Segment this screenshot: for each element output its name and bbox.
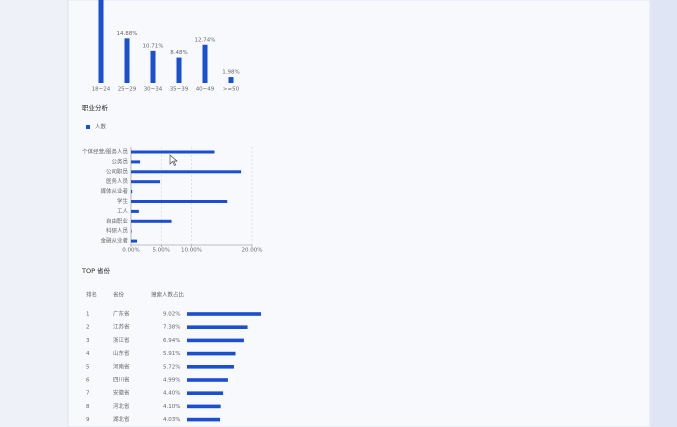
share: 9.02%: [163, 312, 180, 318]
province: 河南省: [113, 362, 130, 370]
table-header: 排名: [86, 291, 97, 299]
x-tick-label: >=50: [223, 87, 240, 93]
share-bar: [187, 351, 236, 356]
share: 4.03%: [163, 417, 180, 423]
province: 河北省: [113, 402, 130, 410]
bar: [150, 50, 156, 83]
y-tick-label: 公司职员: [106, 168, 129, 175]
y-tick-label: 工人: [117, 208, 129, 215]
province: 湖北省: [113, 415, 130, 423]
main-panel: [67, 0, 651, 427]
x-tick-label: 5.00%: [153, 248, 170, 254]
province: 山东省: [113, 349, 130, 357]
data-label: 14.88%: [117, 31, 138, 37]
bar: [124, 38, 130, 83]
chart-title: 职业分析: [82, 103, 109, 112]
share-bar: [187, 312, 261, 316]
bar: [131, 190, 133, 194]
data-label: 1.98%: [222, 70, 239, 76]
province: 广东省: [113, 310, 130, 318]
share: 5.72%: [163, 364, 180, 370]
y-tick-label: 医务人员: [106, 177, 129, 185]
data-label: 12.74%: [195, 37, 216, 43]
share-bar: [187, 378, 228, 382]
x-tick-label: 0.00%: [122, 248, 139, 254]
table-header: 省份: [113, 291, 125, 299]
bar: [131, 200, 228, 203]
y-tick-label: 金融从业者: [100, 237, 128, 245]
y-tick-label: 公务员: [111, 157, 128, 165]
bar: [228, 77, 234, 83]
x-tick-label: 30~34: [144, 87, 163, 93]
bar: [131, 160, 141, 164]
x-tick-label: 10.00%: [181, 248, 202, 254]
bar: [131, 229, 132, 233]
x-tick-label: 40~49: [196, 87, 215, 93]
bar: [202, 44, 208, 83]
share: 4.99%: [163, 378, 180, 384]
rank: 9: [86, 417, 90, 423]
y-tick-label: 自由职业: [106, 217, 129, 225]
bar: [131, 180, 161, 184]
share-bar: [187, 338, 244, 343]
bar: [176, 57, 182, 83]
x-tick-label: 18~24: [92, 87, 111, 93]
data-label: 8.48%: [170, 50, 187, 56]
province: 浙江省: [113, 336, 130, 344]
province: 四川省: [113, 376, 130, 384]
rank: 7: [86, 391, 90, 397]
rank: 5: [86, 364, 90, 370]
share: 5.91%: [163, 351, 180, 357]
rank: 4: [86, 351, 90, 357]
x-tick-label: 35~39: [170, 87, 189, 93]
share: 4.10%: [163, 404, 180, 410]
y-tick-label: 科研人员: [106, 227, 129, 235]
bar: [131, 239, 138, 243]
bar: [131, 170, 242, 174]
legend-swatch: [86, 125, 90, 129]
y-tick-label: 媒体从业者: [100, 187, 128, 195]
bar: [131, 209, 139, 213]
rank: 2: [86, 325, 90, 331]
share: 7.38%: [163, 325, 180, 331]
side-strip: [651, 0, 677, 427]
rank: 1: [86, 312, 90, 318]
province: 江苏省: [113, 323, 130, 331]
bar: [98, 0, 104, 84]
share-bar: [187, 325, 248, 329]
table-header: 搜索人数占比: [151, 291, 185, 299]
rank: 6: [86, 378, 90, 384]
data-label: 10.71%: [143, 43, 164, 49]
share-bar: [187, 404, 221, 409]
x-tick-label: 25~29: [118, 87, 137, 93]
share-bar: [187, 417, 221, 422]
share-bar: [187, 391, 224, 395]
bar: [131, 219, 172, 223]
legend-label: 人数: [95, 123, 107, 131]
bar: [131, 150, 215, 154]
mouse-cursor: [169, 154, 178, 166]
table-title: TOP 省份: [81, 266, 111, 275]
province: 安徽省: [113, 389, 130, 397]
x-tick-label: 20.00%: [242, 248, 263, 254]
rank: 3: [86, 338, 90, 344]
share: 4.40%: [163, 391, 180, 397]
share-bar: [187, 365, 234, 369]
y-tick-label: 个体经营/服务人员: [82, 148, 128, 156]
y-tick-label: 学生: [117, 197, 129, 205]
share: 6.94%: [163, 338, 180, 344]
rank: 8: [86, 404, 90, 410]
